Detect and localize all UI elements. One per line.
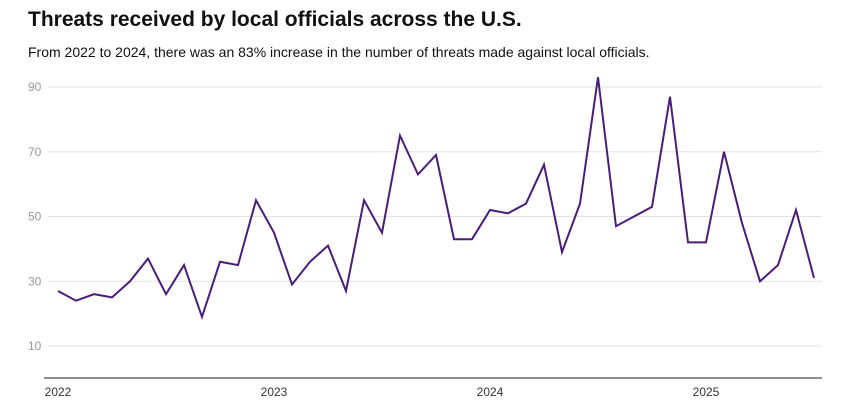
- y-axis-ticks: 10 30 50 70 90: [28, 80, 42, 353]
- y-tick-label: 30: [28, 274, 42, 288]
- x-tick-label: 2024: [477, 385, 504, 399]
- y-tick-label: 10: [28, 339, 42, 353]
- series-layer: [57, 77, 815, 321]
- x-tick-label: 2023: [261, 385, 288, 399]
- y-tick-label: 70: [28, 145, 42, 159]
- x-axis-ticks: 2022 2023 2024 2025: [45, 385, 720, 399]
- chart-subtitle: From 2022 to 2024, there was an 83% incr…: [28, 44, 650, 60]
- y-tick-label: 90: [28, 80, 42, 94]
- gridlines: [48, 86, 822, 347]
- x-tick-label: 2022: [45, 385, 72, 399]
- x-tick-label: 2025: [693, 385, 720, 399]
- chart-title: Threats received by local officials acro…: [28, 8, 522, 31]
- y-tick-label: 50: [28, 210, 42, 224]
